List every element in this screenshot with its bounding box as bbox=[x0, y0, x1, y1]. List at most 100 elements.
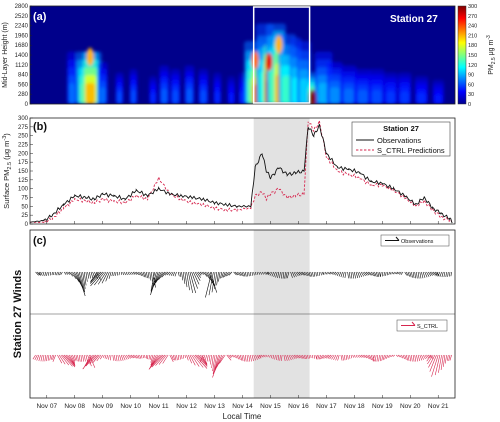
x-tick-label: Nov 12 bbox=[176, 403, 197, 410]
wind-barbs-observations bbox=[35, 271, 452, 298]
wind-barb-field bbox=[35, 271, 452, 298]
heatmap-plume bbox=[172, 90, 179, 104]
x-tick-label: Nov 10 bbox=[120, 403, 141, 410]
heatmap-plume bbox=[299, 78, 309, 104]
x-tick-label: Nov 21 bbox=[428, 403, 449, 410]
heatmap-hotspot bbox=[308, 89, 316, 104]
x-tick-label: Nov 17 bbox=[316, 403, 337, 410]
x-tick-label: Nov 11 bbox=[149, 403, 169, 410]
heatmap-plume bbox=[329, 87, 340, 104]
x-axis-ticks: Nov 07 Nov 08 Nov 09 Nov 10 Nov 11 Nov 12 Nov … bbox=[36, 221, 449, 410]
heatmap-plume bbox=[228, 92, 234, 104]
heatmap-plume bbox=[214, 91, 220, 104]
heatmap-hotspot bbox=[251, 51, 259, 70]
heatmap-plume bbox=[318, 83, 329, 104]
heatmap-plume bbox=[161, 88, 168, 104]
heatmap-hotspot bbox=[86, 47, 94, 66]
heatmap-y-tick-label: 280 bbox=[18, 92, 29, 98]
colorbar-tick-label: 30 bbox=[468, 92, 474, 98]
line-y-tick-label: 175 bbox=[18, 160, 29, 166]
line-y-tick-label: 150 bbox=[18, 169, 29, 175]
x-tick-label: Nov 09 bbox=[92, 403, 113, 410]
heatmap-area bbox=[30, 6, 455, 104]
colorbar bbox=[457, 5, 467, 105]
heatmap-y-tick-label: 2800 bbox=[15, 4, 29, 10]
wind-barb-field bbox=[32, 354, 452, 378]
colorbar-tick-label: 150 bbox=[468, 53, 477, 59]
heatmap-plume bbox=[85, 83, 96, 104]
panel-b: 0 25 50 75 100 125 150 175 200 225 250 275 300 (b) S… bbox=[2, 116, 456, 228]
legend-title: Station 27 bbox=[383, 124, 419, 133]
colorbar-tick-label: 270 bbox=[468, 14, 477, 20]
heatmap-plume bbox=[417, 92, 426, 104]
heatmap-hotspot bbox=[275, 35, 283, 54]
wind-legend-label-predictions: S_CTRL bbox=[417, 324, 438, 330]
x-tick-label: Nov 16 bbox=[288, 403, 309, 410]
heatmap-hotspot bbox=[265, 53, 273, 71]
legend-label-observations: Observations bbox=[377, 136, 421, 145]
line-y-tick-label: 300 bbox=[18, 116, 29, 122]
x-tick-label: Nov 19 bbox=[372, 403, 393, 410]
heatmap-plume bbox=[131, 90, 136, 104]
line-highlight-band bbox=[253, 118, 310, 224]
heatmap-y-tick-label: 1400 bbox=[15, 53, 29, 59]
colorbar-tick-label: 90 bbox=[468, 73, 474, 79]
x-tick-label: Nov 20 bbox=[400, 403, 421, 410]
line-y-tick-label: 200 bbox=[18, 151, 29, 157]
heatmap-plume bbox=[371, 90, 382, 104]
line-y-tick-label: 250 bbox=[18, 134, 29, 140]
heatmap-plume bbox=[150, 92, 156, 104]
x-tick-label: Nov 15 bbox=[260, 403, 281, 410]
heatmap-plume bbox=[343, 88, 354, 104]
heatmap-plume bbox=[117, 91, 122, 104]
colorbar-tick-label: 300 bbox=[468, 4, 477, 10]
colorbar-tick-label: 0 bbox=[468, 102, 471, 108]
heatmap-y-tick-label: 1120 bbox=[15, 63, 29, 69]
line-y-axis-label: Surface PM2.5 (μg m-3) bbox=[2, 133, 13, 209]
heatmap-plume bbox=[186, 88, 193, 104]
heatmap-y-tick-label: 560 bbox=[18, 82, 29, 88]
x-axis-label: Local Time bbox=[223, 412, 262, 421]
wind-legend-predictions: S_CTRL bbox=[396, 319, 448, 332]
wind-legend-label-observations: Observations bbox=[401, 239, 434, 245]
heatmap-plume bbox=[99, 87, 106, 104]
heatmap-plume bbox=[434, 94, 442, 104]
colorbar-tick-label: 210 bbox=[468, 33, 477, 39]
series-line-predictions bbox=[30, 120, 453, 224]
panel-c-label: (c) bbox=[33, 235, 47, 247]
wind-barbs-predictions bbox=[32, 354, 452, 378]
x-tick-label: Nov 13 bbox=[204, 403, 225, 410]
panel-c: (c) Station 27 Winds Observations S_CTRL… bbox=[12, 221, 456, 421]
heatmap-plume bbox=[400, 91, 409, 104]
x-tick-label: Nov 14 bbox=[232, 403, 253, 410]
colorbar-tick-label: 60 bbox=[468, 82, 474, 88]
x-tick-label: Nov 08 bbox=[64, 403, 85, 410]
heatmap-station-label: Station 27 bbox=[390, 14, 438, 25]
heatmap-y-tick-label: 1680 bbox=[15, 43, 29, 49]
heatmap-highlight-box bbox=[252, 6, 311, 104]
heatmap-plume bbox=[386, 91, 395, 104]
heatmap-y-tick-label: 840 bbox=[18, 73, 29, 79]
wind-legend-observations: Observations bbox=[380, 234, 450, 247]
colorbar-tick-label: 180 bbox=[468, 43, 477, 49]
panel-a-label: (a) bbox=[33, 11, 47, 23]
heatmap-y-tick-label: 1960 bbox=[15, 33, 29, 39]
heatmap-plume bbox=[240, 91, 245, 104]
line-y-tick-label: 75 bbox=[21, 196, 28, 202]
line-y-tick-label: 225 bbox=[18, 143, 29, 149]
line-y-tick-label: 25 bbox=[21, 213, 28, 219]
legend-label-predictions: S_CTRL Predictions bbox=[377, 146, 445, 155]
line-y-ticks: 0 25 50 75 100 125 150 175 200 225 250 275 300 bbox=[18, 116, 33, 228]
series-line-observations bbox=[30, 123, 453, 224]
x-tick-label: Nov 07 bbox=[36, 403, 57, 410]
heatmap-y-tick-label: 2520 bbox=[15, 14, 29, 20]
heatmap-y-tick-label: 0 bbox=[25, 102, 29, 108]
panel-b-label: (b) bbox=[33, 121, 47, 133]
line-y-tick-label: 125 bbox=[18, 178, 29, 184]
line-y-tick-label: 0 bbox=[25, 222, 29, 228]
heatmap-plume bbox=[200, 90, 207, 104]
